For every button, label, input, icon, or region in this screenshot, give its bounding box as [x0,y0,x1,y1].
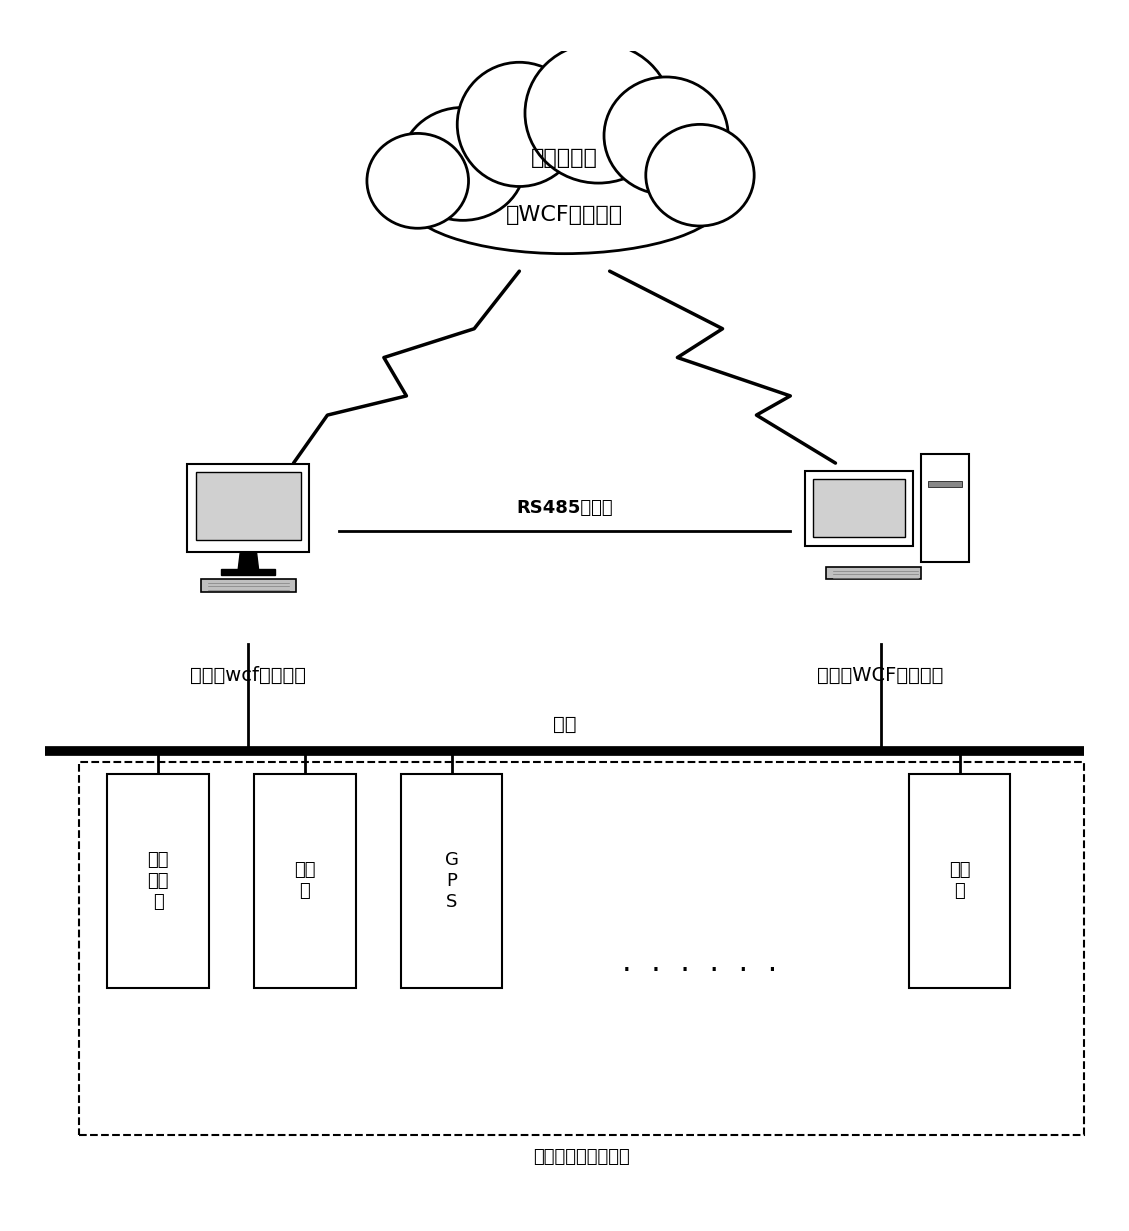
Text: RS485心跳线: RS485心跳线 [516,500,613,517]
Ellipse shape [457,63,581,186]
FancyBboxPatch shape [813,479,905,538]
Text: 从机（WCF客户端）: 从机（WCF客户端） [817,666,944,686]
Ellipse shape [646,124,754,227]
FancyBboxPatch shape [221,569,275,575]
FancyBboxPatch shape [401,773,502,988]
FancyBboxPatch shape [195,473,301,540]
FancyBboxPatch shape [107,773,209,988]
FancyBboxPatch shape [201,580,296,592]
Ellipse shape [367,133,469,228]
FancyBboxPatch shape [805,471,913,545]
Text: 电能
表: 电能 表 [294,862,316,900]
FancyBboxPatch shape [826,567,921,580]
Text: G
P
S: G P S [445,851,458,911]
Ellipse shape [404,142,725,254]
Ellipse shape [525,43,672,183]
Text: 主机（wcf客户端）: 主机（wcf客户端） [191,666,306,686]
Text: 总线: 总线 [553,715,576,734]
Text: 直流
屏: 直流 屏 [948,862,971,900]
Text: （WCF服务端）: （WCF服务端） [506,204,623,225]
FancyBboxPatch shape [187,464,309,553]
FancyBboxPatch shape [909,773,1010,988]
Polygon shape [238,553,259,569]
Text: 下位机智能监控设备: 下位机智能监控设备 [533,1149,630,1167]
Text: 发电
机保
护: 发电 机保 护 [147,851,169,911]
Ellipse shape [401,107,525,220]
FancyBboxPatch shape [928,481,962,486]
Text: 控制台系统: 控制台系统 [531,148,598,169]
FancyBboxPatch shape [921,454,969,563]
Ellipse shape [604,78,728,194]
FancyBboxPatch shape [254,773,356,988]
Text: ·  ·  ·  ·  ·  ·: · · · · · · [622,956,778,986]
